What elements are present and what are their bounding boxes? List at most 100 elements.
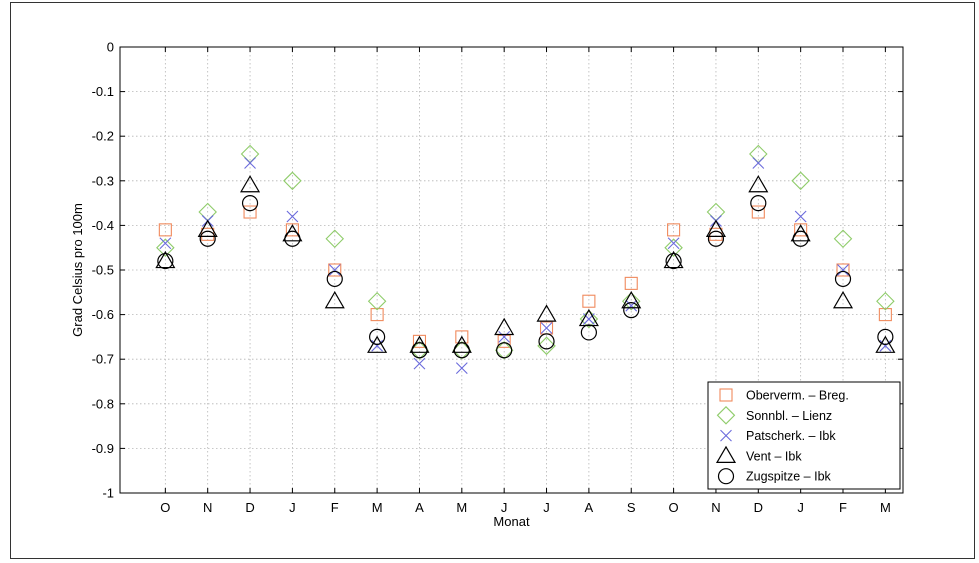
data-point-circle <box>665 252 682 270</box>
y-tick-label: -0.6 <box>92 307 114 322</box>
x-tick-label: F <box>839 500 847 515</box>
x-tick-label: J <box>797 500 804 515</box>
data-point-triangle <box>536 304 557 322</box>
legend-marker-triangle <box>715 445 737 463</box>
data-point-square <box>285 223 299 237</box>
data-point-diamond <box>579 309 599 329</box>
legend-marker-x <box>720 429 732 442</box>
data-point-circle <box>199 230 216 247</box>
data-point-diamond <box>791 171 810 191</box>
data-point-x <box>328 264 341 276</box>
data-point-circle <box>241 195 259 212</box>
x-tick-label: S <box>627 500 636 515</box>
data-point-x <box>667 237 680 250</box>
data-point-square <box>370 308 384 322</box>
data-point-square <box>328 263 342 277</box>
legend-box <box>707 381 901 490</box>
data-point-square <box>709 227 723 241</box>
data-point-x <box>879 339 892 352</box>
data-point-triangle <box>155 250 176 269</box>
data-point-square <box>243 205 257 219</box>
data-point-square <box>624 276 638 290</box>
data-point-circle <box>538 333 555 350</box>
legend-entry: Patscherk. – Ibk <box>746 429 836 443</box>
series-circle <box>157 195 894 359</box>
y-tick-label: -1 <box>102 486 114 501</box>
data-point-diamond <box>537 336 556 356</box>
legend-marker-circle <box>717 468 735 485</box>
legend-marker-diamond <box>716 406 736 425</box>
data-point-triangle <box>367 335 388 353</box>
data-point-diamond <box>833 229 853 249</box>
data-point-diamond <box>494 341 514 360</box>
data-point-circle <box>707 230 725 247</box>
y-tick-label: -0.1 <box>92 84 114 99</box>
legend-entry: Oberverm. – Breg. <box>746 389 849 403</box>
data-point-x <box>540 322 553 334</box>
data-point-circle <box>411 342 428 359</box>
x-tick-label: J <box>501 500 508 515</box>
data-point-circle <box>453 342 470 359</box>
data-point-x <box>498 331 511 343</box>
legend-marker-square <box>719 388 733 402</box>
series-x <box>159 157 892 375</box>
data-point-circle <box>496 342 513 359</box>
data-point-square <box>158 223 172 237</box>
x-tick-label: M <box>880 500 891 515</box>
data-point-square <box>667 223 681 237</box>
legend: Oberverm. – Breg. Sonnbl. – Lienz Patscher… <box>707 381 901 490</box>
data-point-triangle <box>197 219 218 237</box>
data-point-circle <box>326 270 343 288</box>
legend-entry: Zugspitze – Ibk <box>746 470 832 484</box>
x-tick-label: D <box>245 500 254 515</box>
x-axis-label: Monat <box>493 514 530 529</box>
data-point-diamond <box>156 238 175 257</box>
data-point-circle <box>792 230 809 247</box>
y-tick-label: -0.4 <box>92 218 114 233</box>
ticks: 0 -0.1 -0.2 -0.3 -0.4 -0.5 -0.6 -0.7 -0.8 -0.9 -1 O… <box>92 40 903 515</box>
data-point-circle <box>580 324 597 341</box>
data-point-triangle <box>621 291 642 309</box>
data-point-square <box>836 263 850 277</box>
data-point-diamond <box>325 229 345 249</box>
data-point-triangle <box>705 219 726 237</box>
data-point-triangle <box>875 335 896 353</box>
y-tick-label: -0.9 <box>92 441 114 456</box>
data-point-square <box>201 227 215 241</box>
data-point-x <box>244 157 256 169</box>
x-tick-label: J <box>289 500 296 515</box>
y-tick-label: -0.5 <box>92 263 114 278</box>
data-point-square <box>582 294 596 308</box>
data-point-circle <box>750 195 767 212</box>
data-point-circle <box>877 328 894 345</box>
x-tick-label: D <box>754 500 763 515</box>
y-tick-label: -0.3 <box>92 173 114 188</box>
legend-entry: Sonnbl. – Lienz <box>746 409 832 423</box>
data-point-triangle <box>324 291 345 309</box>
data-point-circle <box>834 270 852 288</box>
data-marks <box>155 144 896 375</box>
series-square <box>158 205 892 348</box>
data-point-diamond <box>283 171 302 191</box>
data-point-square <box>751 205 765 219</box>
series-triangle <box>155 175 896 353</box>
y-tick-label: -0.7 <box>92 352 114 367</box>
x-tick-label: O <box>669 500 679 515</box>
data-point-x <box>159 237 172 250</box>
data-point-triangle <box>494 317 515 336</box>
data-point-x <box>413 357 426 370</box>
x-tick-label: M <box>372 500 383 515</box>
data-point-square <box>878 308 892 322</box>
data-point-circle <box>284 230 301 247</box>
data-point-circle <box>623 302 640 319</box>
data-point-x <box>455 362 468 375</box>
x-tick-label: N <box>203 500 212 515</box>
data-point-triangle <box>663 250 684 269</box>
data-point-square <box>794 223 808 237</box>
data-point-triangle <box>240 175 261 193</box>
x-tick-label: M <box>456 500 467 515</box>
y-tick-label: -0.8 <box>92 396 114 411</box>
series-diamond <box>156 144 895 360</box>
data-point-diamond <box>876 291 895 311</box>
